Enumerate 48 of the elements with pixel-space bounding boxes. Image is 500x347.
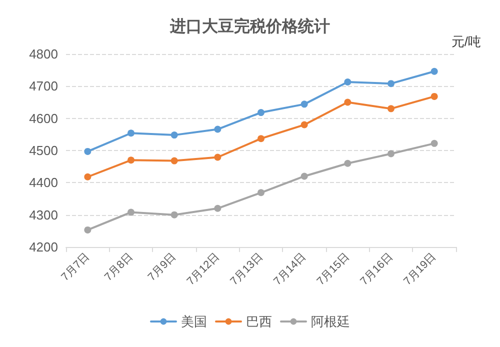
- point: [258, 135, 264, 142]
- x-tick-label: 7月8日: [102, 250, 136, 284]
- x-tick-label: 7月12日: [184, 250, 222, 288]
- point: [300, 172, 308, 180]
- y-tick-label: 4300: [29, 207, 58, 222]
- point: [344, 160, 352, 167]
- point: [214, 204, 222, 212]
- point: [84, 226, 92, 234]
- y-tick-label: 4500: [29, 143, 58, 158]
- point: [128, 130, 134, 137]
- legend-label: 阿根廷: [311, 314, 350, 329]
- x-tick-label: 7月14日: [272, 250, 309, 288]
- x-tick-label: 7月13日: [228, 250, 266, 288]
- point: [84, 148, 92, 155]
- point: [170, 157, 178, 164]
- y-tick-label: 4200: [29, 240, 58, 254]
- x-tick-label: 7月15日: [314, 250, 352, 288]
- chart-title: 进口大豆完税价格统计: [169, 16, 330, 36]
- point: [388, 150, 394, 158]
- point: [430, 140, 438, 147]
- point: [170, 211, 178, 218]
- legend-label: 巴西: [246, 314, 272, 329]
- point: [170, 132, 178, 139]
- point: [258, 189, 264, 196]
- point: [388, 80, 394, 88]
- point: [128, 208, 134, 216]
- point: [300, 121, 308, 128]
- legend-label: 美国: [181, 314, 207, 329]
- y-tick-label: 4800: [29, 46, 58, 62]
- point: [388, 105, 394, 112]
- point: [430, 68, 438, 75]
- point: [128, 156, 134, 164]
- point: [214, 126, 222, 133]
- point: [430, 92, 438, 100]
- point: [214, 154, 222, 161]
- x-tick-label: 7月19日: [402, 250, 439, 288]
- point: [344, 98, 352, 106]
- point: [344, 78, 352, 86]
- y-axis-title: 元/吨: [451, 34, 481, 49]
- y-tick-label: 4700: [29, 78, 58, 94]
- x-tick-label: 7月9日: [146, 250, 179, 284]
- point: [300, 100, 308, 108]
- point: [84, 173, 92, 180]
- y-tick-label: 4600: [29, 110, 58, 126]
- point: [258, 109, 264, 116]
- x-tick-label: 7月16日: [358, 250, 396, 288]
- x-tick-label: 7月7日: [59, 250, 92, 284]
- y-tick-label: 4400: [29, 175, 58, 190]
